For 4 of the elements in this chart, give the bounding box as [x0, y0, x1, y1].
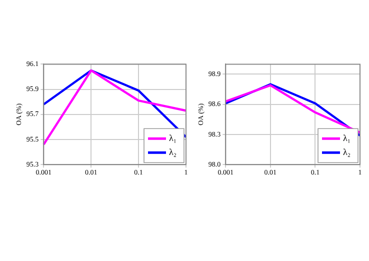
legend-label: λ₂ [343, 146, 351, 157]
legend-label: λ₂ [169, 146, 177, 157]
legend-label: λ₁ [343, 132, 351, 143]
legend-label: λ₁ [169, 132, 177, 143]
